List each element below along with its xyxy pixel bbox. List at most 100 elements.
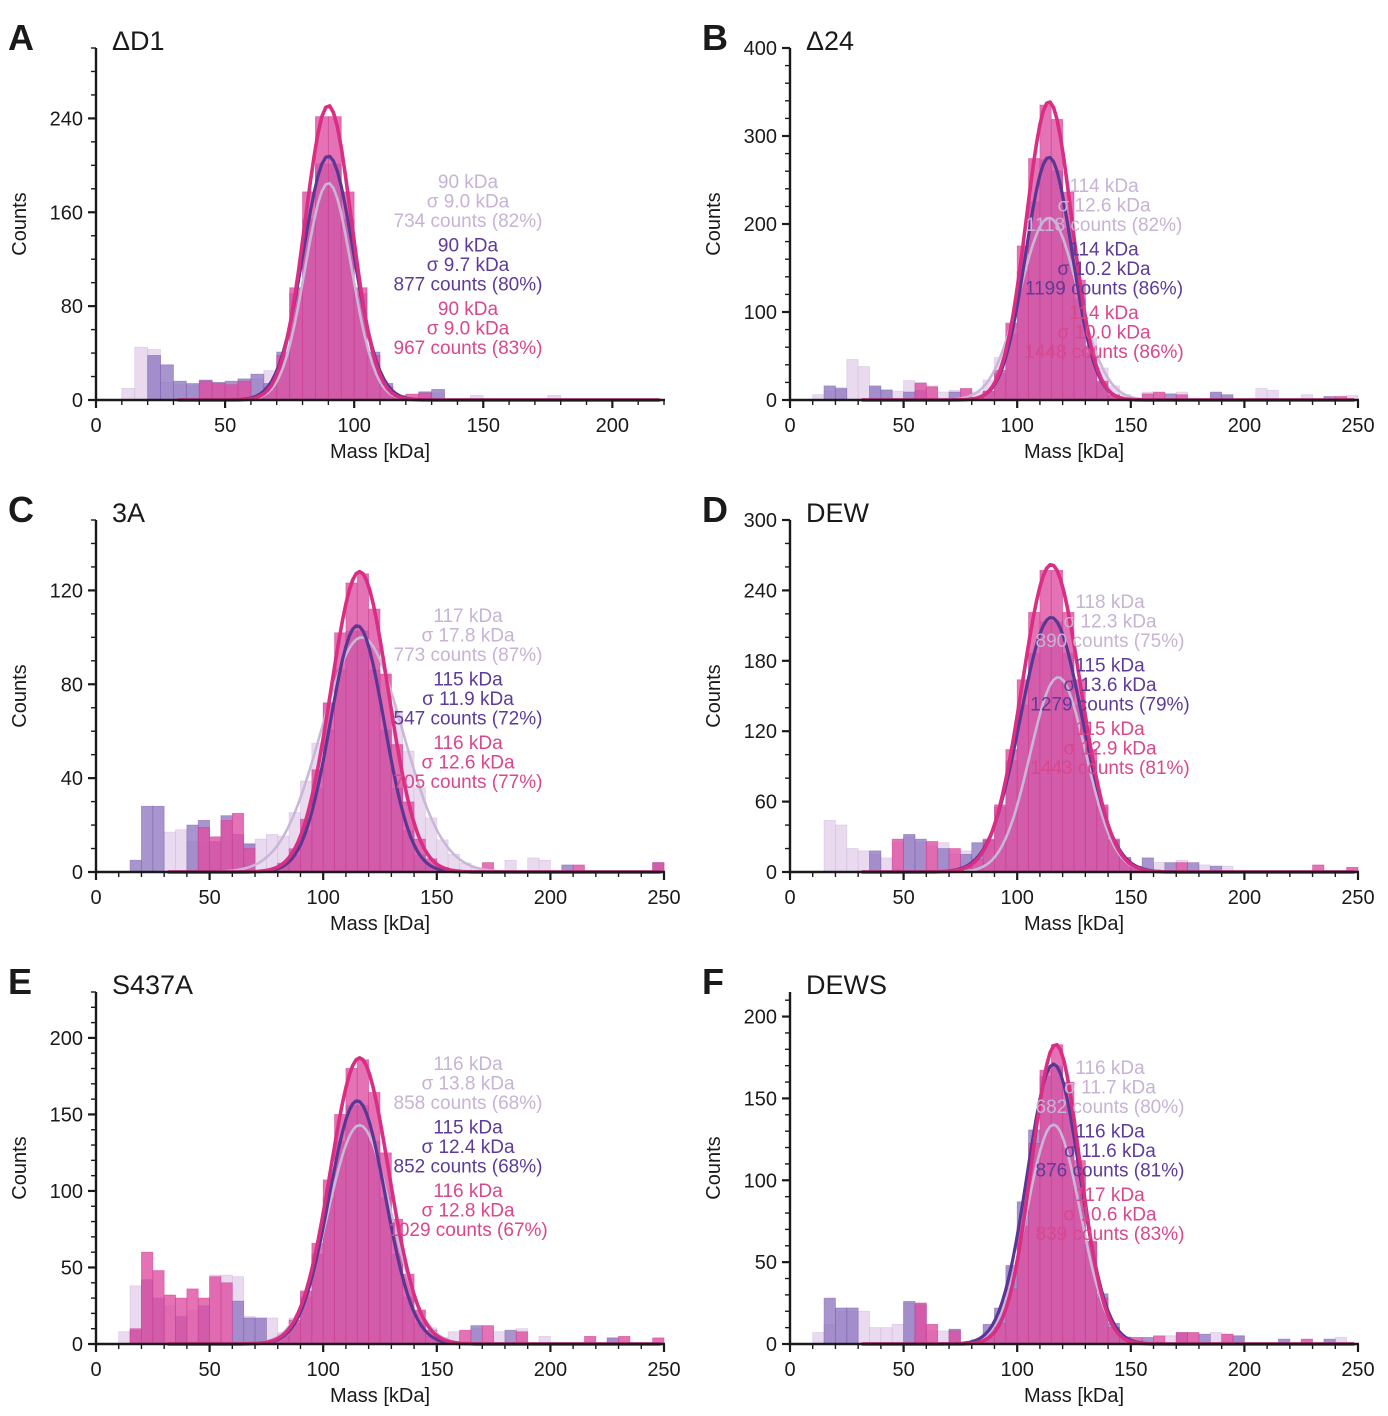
axes [782,518,1360,880]
fit-annotation-purple: 115 kDa [1075,656,1145,677]
x-tick-label: 250 [647,1359,680,1381]
fit-annotation-pink: 116 kDa [433,1181,503,1202]
fit-annotation-pink: σ 10.0 kDa [1057,323,1150,344]
fit-annotation-light: 858 counts (68%) [394,1093,543,1114]
x-tick-label: 150 [420,887,453,909]
x-tick-label: 50 [892,415,914,437]
x-tick-label: 150 [420,1359,453,1381]
y-tick-label: 100 [50,1181,83,1203]
fit-annotation-purple: σ 11.6 kDa [1064,1141,1156,1162]
y-tick-label: 200 [744,1007,777,1029]
y-axis-label: Counts [703,1136,725,1199]
panel-letter: F [702,961,724,1002]
x-tick-label: 0 [90,415,101,437]
fit-annotation-purple: σ 11.9 kDa [422,689,514,710]
x-tick-label: 200 [1228,887,1261,909]
x-tick-label: 200 [1228,1359,1261,1381]
y-tick-label: 400 [744,38,777,60]
y-tick-label: 0 [766,862,777,884]
x-tick-label: 250 [1341,415,1374,437]
panel-letter: E [8,961,32,1002]
x-tick-label: 50 [892,887,914,909]
x-axis-label: Mass [kDa] [1024,913,1124,935]
y-tick-label: 150 [744,1088,777,1110]
y-tick-label: 120 [744,721,777,743]
y-tick-label: 100 [744,302,777,324]
y-axis-label: Counts [9,192,31,255]
y-tick-label: 300 [744,126,777,148]
fit-annotation-light: 116 kDa [433,1054,503,1075]
x-axis-label: Mass [kDa] [1024,1385,1124,1407]
y-tick-label: 100 [744,1170,777,1192]
histogram-chart-D: 0 50 100 150 200 250 0 60 120 180 240 300 Mass [kDa]… [702,489,1375,935]
axes [88,47,665,408]
histogram-chart-B: 0 50 100 150 200 250 0 100 200 300 400 Mass [kDa] Co… [702,17,1375,463]
histogram-chart-A: 0 50 100 150 200 0 80 160 240 Mass [kDa] Counts A ΔD… [8,17,665,463]
y-tick-label: 50 [755,1252,777,1274]
panel-title: 3A [112,498,145,528]
fit-annotation-pink: 115 kDa [1075,719,1145,740]
fit-annotation-light: 682 counts (80%) [1036,1097,1185,1118]
fit-annotation-light: 90 kDa [438,172,499,193]
fit-annotation-pink: 967 counts (83%) [394,338,543,359]
fit-annotation-light: σ 12.6 kDa [1057,196,1150,217]
fit-annotation-pink: σ 9.0 kDa [427,319,510,340]
fit-annotation-purple: 114 kDa [1069,240,1139,261]
panel-title: DEWS [806,970,887,1000]
y-tick-label: 0 [766,390,777,412]
x-tick-label: 100 [1001,887,1034,909]
y-tick-label: 200 [50,1028,83,1050]
x-tick-label: 50 [198,887,220,909]
x-tick-label: 200 [1228,415,1261,437]
axes [88,519,666,880]
y-tick-label: 180 [744,651,777,673]
panel-title: Δ24 [806,26,854,56]
axes [782,46,1360,408]
panel-title: DEW [806,498,870,528]
fit-annotation-pink: σ 10.6 kDa [1063,1205,1156,1226]
y-tick-label: 40 [61,768,83,790]
y-tick-label: 160 [50,202,83,224]
x-tick-label: 0 [784,887,795,909]
x-tick-label: 50 [892,1359,914,1381]
x-tick-label: 200 [534,1359,567,1381]
fit-annotation-purple: 1279 counts (79%) [1030,695,1190,716]
panel-title: S437A [112,970,193,1000]
histogram-chart-F: 0 50 100 150 200 250 0 50 100 150 200 Mass [kDa] Cou… [702,961,1375,1407]
x-tick-label: 150 [1114,1359,1147,1381]
y-tick-label: 240 [50,108,83,130]
y-tick-label: 120 [50,580,83,602]
x-tick-label: 0 [90,1359,101,1381]
panel-a: 0 50 100 150 200 0 80 160 240 Mass [kDa] Counts A ΔD… [0,0,694,472]
fit-annotation-pink: σ 12.6 kDa [421,753,514,774]
y-tick-label: 0 [72,862,83,884]
fit-annotation-purple: 1199 counts (86%) [1025,279,1183,300]
fit-annotation-purple: 115 kDa [433,1118,503,1139]
panel-letter: C [8,489,34,530]
panel-title: ΔD1 [112,26,165,56]
x-tick-label: 250 [1341,1359,1374,1381]
x-tick-label: 200 [534,887,567,909]
x-tick-label: 100 [307,1359,340,1381]
fit-annotation-light: 734 counts (82%) [394,211,543,232]
fit-annotation-purple: σ 13.6 kDa [1063,675,1156,696]
x-tick-label: 150 [467,415,500,437]
x-tick-label: 0 [784,1359,795,1381]
y-tick-label: 150 [50,1104,83,1126]
fit-annotation-pink: 839 counts (83%) [1036,1224,1185,1245]
histogram-chart-C: 0 50 100 150 200 250 0 40 80 120 Mass [kDa] Counts C… [8,489,681,935]
fit-annotation-purple: 115 kDa [433,670,503,691]
fit-annotation-pink: 116 kDa [433,733,503,754]
y-tick-label: 50 [61,1257,83,1279]
fit-annotation-pink: 114 kDa [1069,303,1139,324]
fit-annotation-purple: 876 counts (81%) [1036,1161,1185,1182]
fit-annotation-purple: 90 kDa [438,236,499,257]
y-tick-label: 0 [72,1334,83,1356]
axes [88,991,666,1352]
fit-annotation-purple: σ 12.4 kDa [421,1137,514,1158]
panel-c: 0 50 100 150 200 250 0 40 80 120 Mass [kDa] Counts C… [0,472,694,944]
x-tick-label: 50 [198,1359,220,1381]
x-tick-label: 150 [1114,887,1147,909]
fit-annotation-pink: 90 kDa [438,299,499,320]
